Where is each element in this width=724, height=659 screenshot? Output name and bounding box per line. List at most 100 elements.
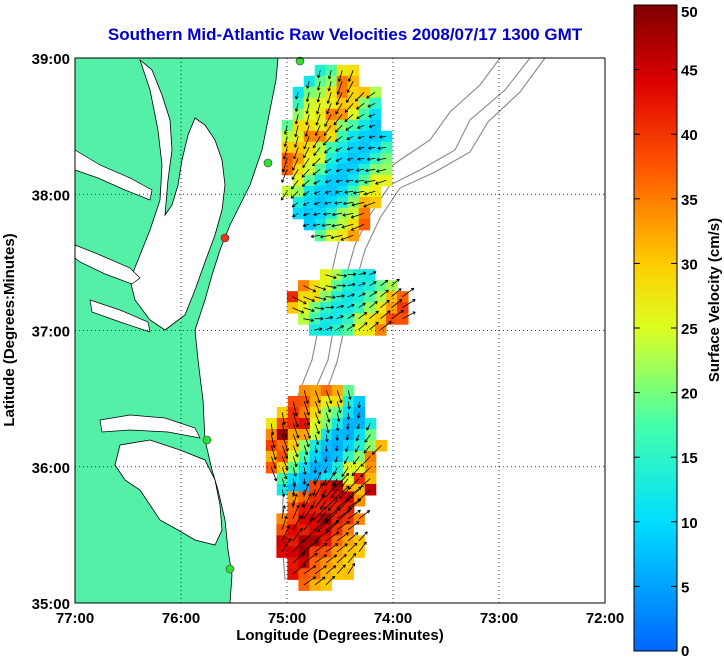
y-tick-label: 36:00 [32,460,70,477]
velocity-arrow [326,103,332,115]
velocity-arrow [325,554,338,564]
velocity-arrow [281,412,286,425]
velocity-cell [292,207,305,220]
velocity-arrow [335,434,339,441]
velocity-arrow [345,434,350,441]
velocity-arrow [322,478,327,486]
velocity-arrow [270,467,278,482]
velocity-arrow [313,456,318,464]
velocity-arrow [292,504,300,520]
velocity-cell [380,152,393,165]
velocity-arrow [323,212,332,216]
velocity-arrow [314,390,321,404]
velocity-arrow [313,179,321,185]
velocity-arrow [323,467,328,474]
velocity-arrow [358,302,366,309]
radar-site-marker [263,158,273,168]
velocity-arrow [303,552,318,564]
velocity-arrow [375,179,387,185]
velocity-cell [336,152,349,165]
velocity-arrow [303,483,310,498]
velocity-arrow [380,321,392,331]
velocity-cell [314,196,327,209]
velocity-arrow [303,412,310,426]
velocity-cell [314,163,327,176]
velocity-cell [314,229,327,242]
colorbar-tick-label: 35 [681,192,698,209]
velocity-arrow [346,423,350,430]
colorbar-tick-label: 25 [681,321,698,338]
velocity-arrow [334,125,343,133]
velocity-arrow [357,401,361,409]
radar-site-marker [220,233,230,243]
velocity-arrow [313,212,321,216]
velocity-cell [314,174,327,187]
velocity-arrow [334,135,343,142]
velocity-arrow [281,434,289,452]
velocity-arrows [270,70,416,586]
velocity-arrow [356,423,360,430]
velocity-arrow [292,527,303,542]
x-axis-ticks: 77:00 76:00 75:00 74:00 73:00 72:00 [56,610,624,627]
velocity-cell [303,185,316,198]
velocity-arrow [303,493,312,509]
colorbar-tick-label: 50 [681,4,698,21]
velocity-arrow [317,70,321,79]
velocity-cell [342,568,354,580]
velocity-arrow [292,296,307,305]
velocity-arrow [350,212,365,219]
velocity-arrow [347,532,359,542]
velocity-arrow [303,401,310,416]
velocity-cell [314,218,327,231]
velocity-arrow [301,500,305,508]
albemarle-sound [99,414,201,439]
velocity-cell [276,513,288,525]
velocity-cell [369,97,382,110]
radar-site-marker [295,56,305,66]
velocity-arrow [324,456,328,463]
velocity-arrow [344,113,354,123]
velocity-arrow [305,103,310,115]
velocity-cell [358,174,371,187]
velocity-arrow [314,542,328,553]
velocity-arrow [316,511,327,523]
velocity-cell [358,218,371,231]
velocity-arrow [348,70,354,82]
velocity-cell [353,473,366,485]
velocity-cell [347,130,360,143]
velocity-arrow [324,114,332,127]
velocity-arrow [292,212,299,218]
velocity-arrow [313,201,321,206]
velocity-cell [336,207,349,220]
velocity-cell [369,130,382,143]
velocity-arrow [291,180,299,190]
velocity-arrow [358,541,367,553]
velocity-arrow [358,282,366,287]
velocity-arrow [335,103,343,115]
velocity-arrow [325,434,329,443]
velocity-cell [336,130,349,143]
velocity-arrow [303,423,311,439]
colorbar-tick-label: 30 [681,256,698,273]
velocity-arrow [314,285,327,291]
velocity-arrow [303,390,309,404]
velocity-cell [347,229,360,242]
velocity-arrow [327,81,332,92]
y-axis-label: Latitude (Degrees:Minutes) [1,233,18,426]
velocity-cell [292,196,305,209]
x-axis-label: Longitude (Degrees:Minutes) [236,627,444,644]
velocity-cell [309,480,321,492]
velocity-arrow [336,273,347,278]
velocity-arrow [347,390,352,400]
velocity-arrow [350,223,365,231]
velocity-arrow [342,212,354,217]
velocity-cell [298,491,310,503]
velocity-cell [298,502,310,514]
velocity-arrow [357,157,365,161]
colorbar-gradient [633,4,678,652]
velocity-arrow [302,201,310,206]
velocity-cell [276,524,288,536]
velocity-arrow [303,576,317,586]
velocity-cell [325,196,338,209]
velocity-arrow [364,434,371,443]
